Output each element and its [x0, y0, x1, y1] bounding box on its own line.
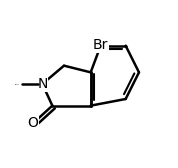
Text: Br: Br	[93, 38, 108, 52]
Bar	[38, 79, 47, 89]
Text: N: N	[37, 77, 48, 91]
Bar	[95, 41, 106, 51]
Bar	[29, 118, 37, 128]
Text: O: O	[28, 116, 39, 130]
Text: methyl: methyl	[15, 83, 20, 85]
